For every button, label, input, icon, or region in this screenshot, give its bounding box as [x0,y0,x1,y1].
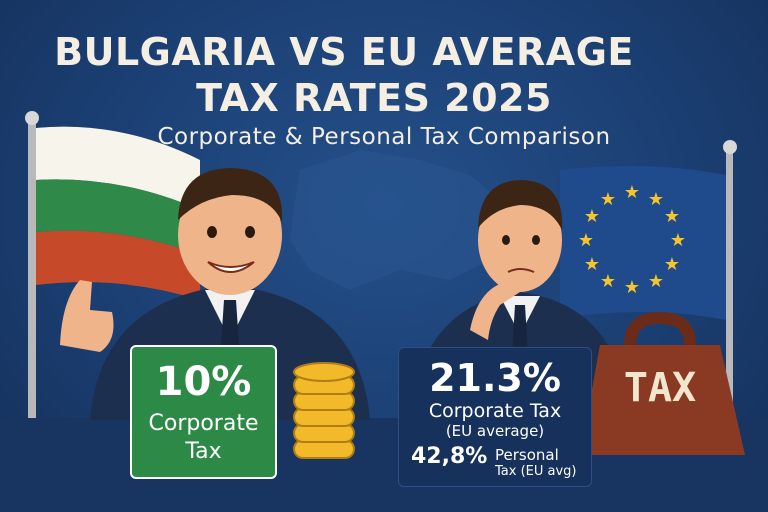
eu-personal-tax-label-1: Personal [495,446,559,464]
eu-tax-card: 21.3% Corporate Tax (EU average) 42,8% P… [398,347,592,487]
svg-text:★: ★ [648,271,664,292]
bulgaria-label-line-2: Tax [185,439,222,464]
bulgaria-corporate-tax-card: 10% Corporate Tax [130,345,277,479]
subtitle: Corporate & Personal Tax Comparison [157,124,611,150]
svg-text:★: ★ [600,271,616,292]
bulgaria-label-line-1: Corporate [148,411,259,436]
title-line-2: TAX RATES 2025 [196,76,552,120]
tax-weight-label: TAX [623,365,697,411]
svg-text:★: ★ [624,182,640,203]
eu-corporate-tax-label: Corporate Tax [428,400,562,422]
svg-text:★: ★ [664,206,680,227]
svg-text:★: ★ [584,254,600,275]
svg-text:★: ★ [670,230,686,251]
svg-text:★: ★ [624,277,640,298]
eu-personal-tax-label-2: Tax (EU avg) [495,464,577,479]
svg-text:★: ★ [664,254,680,275]
eu-corporate-tax-value: 21.3% [429,356,561,400]
title-line-1: BULGARIA VS EU AVERAGE [54,30,634,74]
svg-text:★: ★ [578,230,594,251]
svg-text:★: ★ [584,206,600,227]
eu-corporate-tax-note: (EU average) [445,422,545,440]
svg-text:★: ★ [600,189,616,210]
bulgaria-corporate-tax-value: 10% [155,359,252,405]
eu-personal-tax-value: 42,8% [411,444,488,469]
svg-text:★: ★ [648,189,664,210]
